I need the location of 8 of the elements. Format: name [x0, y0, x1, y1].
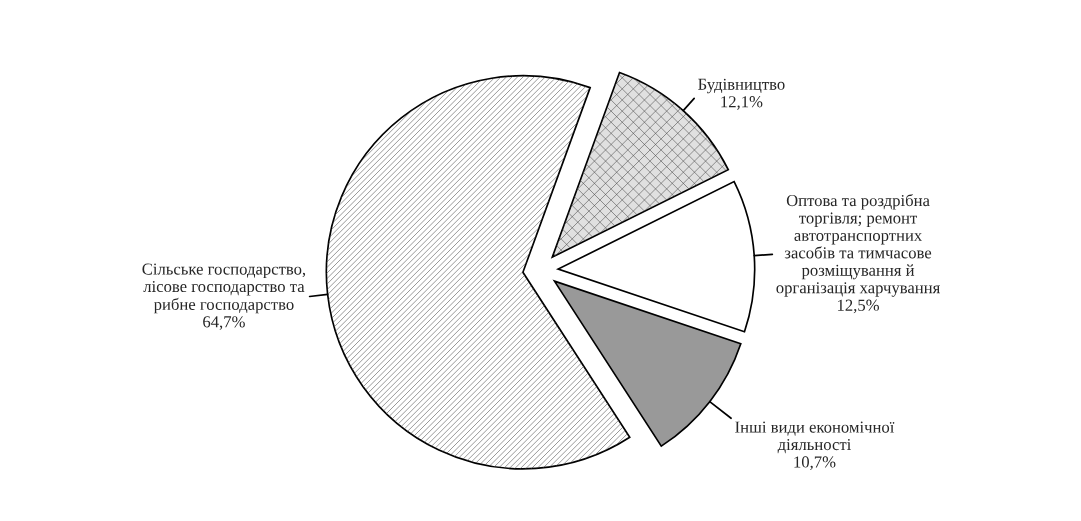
legend-label: Інші види економічної діяльності [735, 421, 895, 454]
slice-label: Оптова та роздрібна торгівля; ремонт автотранспортних засобів та тимчасове розміщування й організація харчування [776, 194, 940, 297]
data-label: 64,7% [203, 316, 245, 330]
slice-label: Сільське господарство, лісове господарство та рибне господарство [142, 263, 306, 314]
data-label: 10,7% [794, 456, 836, 470]
data-label: 12,5% [837, 299, 879, 314]
data-label: 12,1% [721, 96, 763, 110]
slice-label: Будівництво [698, 78, 785, 94]
